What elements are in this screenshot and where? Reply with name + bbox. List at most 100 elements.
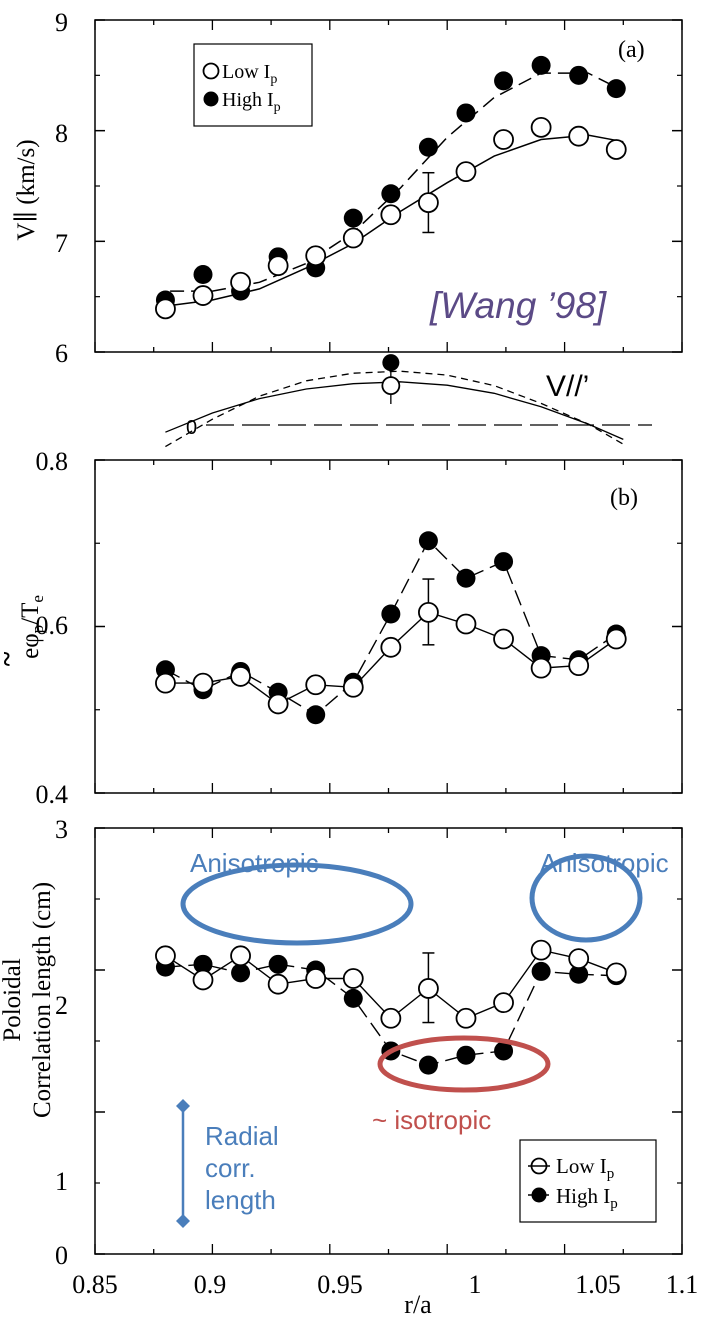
panel-c: 3 2 1 0 0.85 0.9 0.95 1 1.05 1.1 r/a Pol… <box>0 815 698 1319</box>
data-point-high-ip <box>456 1045 476 1065</box>
data-point-high-ip <box>268 954 288 974</box>
panel-a-ytick-label: 9 <box>55 8 68 37</box>
derivative-strip: 0 V//’ <box>165 354 652 448</box>
legend-filled-circle-icon <box>203 91 219 107</box>
data-point-high-ip <box>456 103 476 123</box>
data-point-high-ip <box>193 954 213 974</box>
panel-c-xtick-label: 1 <box>469 1270 482 1299</box>
panel-a-legend-low: Low Ip <box>222 61 277 87</box>
panel-c-xlabel: r/a <box>404 1290 432 1319</box>
data-point-low-ip <box>455 161 477 183</box>
data-point-high-ip <box>418 531 438 551</box>
data-point-low-ip <box>605 628 627 650</box>
diamond-bottom-icon <box>176 1214 190 1228</box>
plot-frame <box>94 459 683 794</box>
derivative-zero-label: 0 <box>186 417 197 439</box>
data-point-high-ip <box>531 961 551 981</box>
panel-c-legend: Low Ip High Ip <box>519 1139 657 1223</box>
data-point-low-ip <box>267 693 289 715</box>
panel-a-label: (a) <box>618 37 645 63</box>
panel-c-marks <box>94 827 683 1255</box>
anisotropic-right-ellipse <box>529 853 643 943</box>
data-point-high-ip <box>343 988 363 1008</box>
data-point-low-ip <box>530 657 552 679</box>
panel-c-ytick-label: 1 <box>55 1167 68 1196</box>
data-point-high-ip <box>381 184 401 204</box>
derivative-point-high <box>382 354 400 372</box>
panel-a-ytick-label: 6 <box>55 339 68 368</box>
radial-corr-length-bar: Radial corr. length <box>176 1099 279 1228</box>
derivative-label: V//’ <box>546 370 589 403</box>
panel-c-xtick-label: 1.1 <box>666 1270 699 1299</box>
data-point-high-ip <box>569 964 589 984</box>
panel-c-legend-high: High Ip <box>556 1184 618 1212</box>
data-point-low-ip <box>155 945 176 967</box>
data-point-high-ip <box>418 137 438 157</box>
panel-b-label: (b) <box>610 485 638 511</box>
data-point-low-ip <box>155 298 176 320</box>
panel-b-ylabel: eφp/Te ~ <box>0 595 47 666</box>
data-point-high-ip <box>531 55 551 75</box>
data-point-low-ip <box>155 672 176 694</box>
panel-c-xtick-label: 0.95 <box>317 1270 363 1299</box>
panel-c-legend-low: Low Ip <box>556 1154 614 1182</box>
isotropic-ellipse <box>377 1035 551 1093</box>
panel-c-xtick-label: 1.05 <box>575 1270 621 1299</box>
citation-annotation: [Wang ’98] <box>429 285 607 326</box>
data-point-low-ip <box>230 271 251 293</box>
data-point-high-ip <box>306 705 326 725</box>
panel-b: 0.8 0.6 0.4 eφp/Te ~ (b) <box>0 447 683 809</box>
panel-b-ytick-label: 0.8 <box>36 447 69 476</box>
tilde-mark: ~ <box>0 651 23 666</box>
data-point-high-ip <box>494 552 514 572</box>
data-point-low-ip <box>380 636 402 658</box>
data-point-low-ip <box>530 939 552 961</box>
data-point-high-ip <box>494 1041 514 1061</box>
panel-c-xtick-label: 0.9 <box>194 1270 227 1299</box>
data-point-high-ip <box>494 71 514 91</box>
radial-label-line2: corr. <box>205 1153 256 1183</box>
panel-c-ytick-label: 2 <box>55 991 68 1020</box>
panel-a: 6 7 8 9 V∥ (km/s) (a) [Wang ’98] Low Ip … <box>13 8 683 368</box>
data-point-low-ip <box>530 116 552 138</box>
data-point-low-ip <box>418 601 439 623</box>
panel-b-ylabel-text: eφp/Te <box>17 595 47 659</box>
panel-c-ytick-label: 0 <box>55 1241 68 1270</box>
anisotropic-left-ellipse <box>180 862 414 946</box>
data-point-high-ip <box>381 604 401 624</box>
panel-a-legend: Low Ip High Ip <box>193 43 313 127</box>
data-point-high-ip <box>193 265 213 285</box>
data-point-low-ip <box>380 1007 402 1029</box>
data-point-low-ip <box>267 973 289 995</box>
data-point-low-ip <box>605 139 627 160</box>
panel-a-ytick-label: 8 <box>55 119 68 148</box>
data-point-high-ip <box>569 65 589 85</box>
panel-c-xtick-label: 0.85 <box>72 1270 118 1299</box>
data-point-high-ip <box>231 963 251 983</box>
data-point-low-ip <box>605 962 627 984</box>
panel-a-ylabel: V∥ (km/s) <box>13 139 40 240</box>
data-point-high-ip <box>343 208 363 228</box>
series-line <box>165 539 617 716</box>
data-point-low-ip <box>568 948 590 970</box>
data-point-low-ip <box>380 204 402 226</box>
derivative-curve-dashed <box>165 370 624 448</box>
diamond-top-icon <box>176 1099 190 1113</box>
data-point-low-ip <box>305 245 327 267</box>
data-point-low-ip <box>493 628 514 650</box>
panel-a-legend-high: High Ip <box>222 89 281 115</box>
panel-c-ytick-label: 3 <box>55 815 68 844</box>
data-point-low-ip <box>418 192 439 214</box>
derivative-point-low <box>381 376 401 396</box>
panel-b-ytick-label: 0.4 <box>36 780 69 809</box>
panel-c-ylabel-line2: Correlation length (cm) <box>29 882 56 1118</box>
data-point-low-ip <box>267 255 289 277</box>
data-point-low-ip <box>342 676 364 698</box>
derivative-marks <box>165 354 652 448</box>
panel-a-legend-box <box>193 43 313 127</box>
data-point-low-ip <box>568 125 590 147</box>
legend-open-circle-icon <box>202 62 220 80</box>
panel-c-ylabel-line1: Poloidal <box>0 958 26 1041</box>
data-point-low-ip <box>493 129 514 150</box>
